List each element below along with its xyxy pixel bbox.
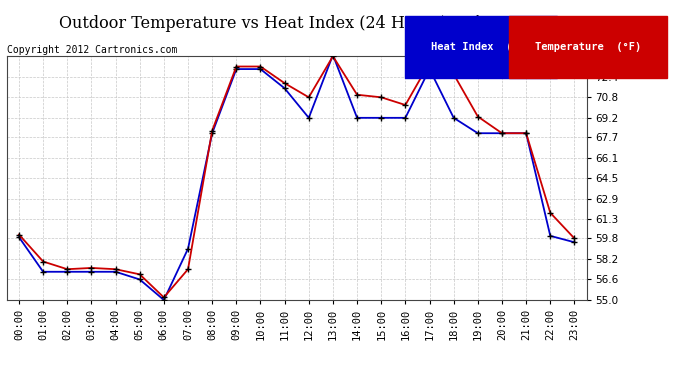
Text: Heat Index  (°F): Heat Index (°F) (431, 42, 531, 52)
Text: Copyright 2012 Cartronics.com: Copyright 2012 Cartronics.com (7, 45, 177, 55)
Text: Temperature  (°F): Temperature (°F) (535, 42, 641, 52)
Text: Outdoor Temperature vs Heat Index (24 Hours) 20120820: Outdoor Temperature vs Heat Index (24 Ho… (59, 15, 534, 32)
